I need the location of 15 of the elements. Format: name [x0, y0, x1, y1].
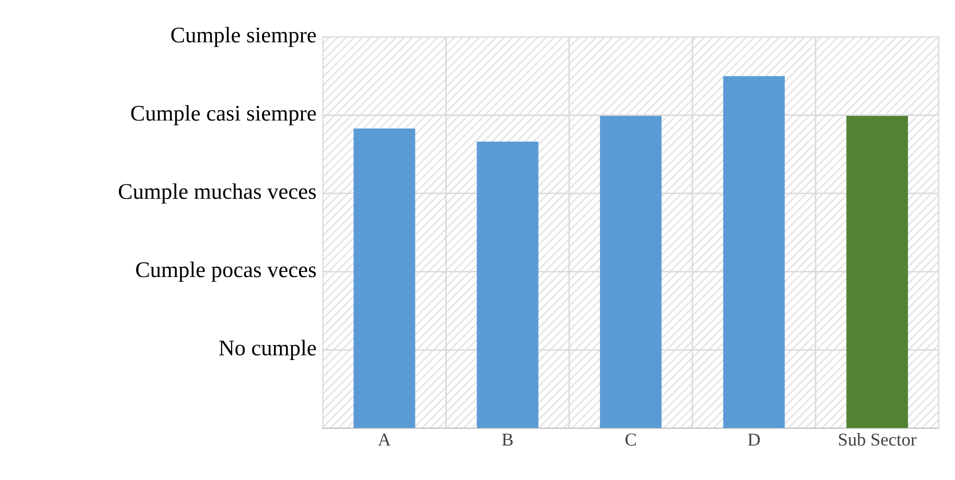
x-tick-label: C	[626, 434, 636, 446]
text: Cumple pocas veces	[136, 262, 316, 282]
bar	[600, 116, 662, 428]
bar	[354, 128, 416, 428]
text: No cumple	[219, 340, 316, 360]
text: Cumple siempre	[171, 26, 316, 48]
bar	[723, 76, 785, 428]
x-tick-label: D	[748, 434, 760, 446]
x-tick-label: B	[502, 434, 513, 446]
text: Cumple casi siempre	[131, 105, 316, 126]
text: Cumple muchas veces	[118, 183, 316, 204]
x-tick-label: Sub Sector	[839, 433, 916, 446]
bar	[846, 116, 908, 428]
bar	[476, 142, 538, 428]
x-tick-label: A	[378, 434, 391, 446]
